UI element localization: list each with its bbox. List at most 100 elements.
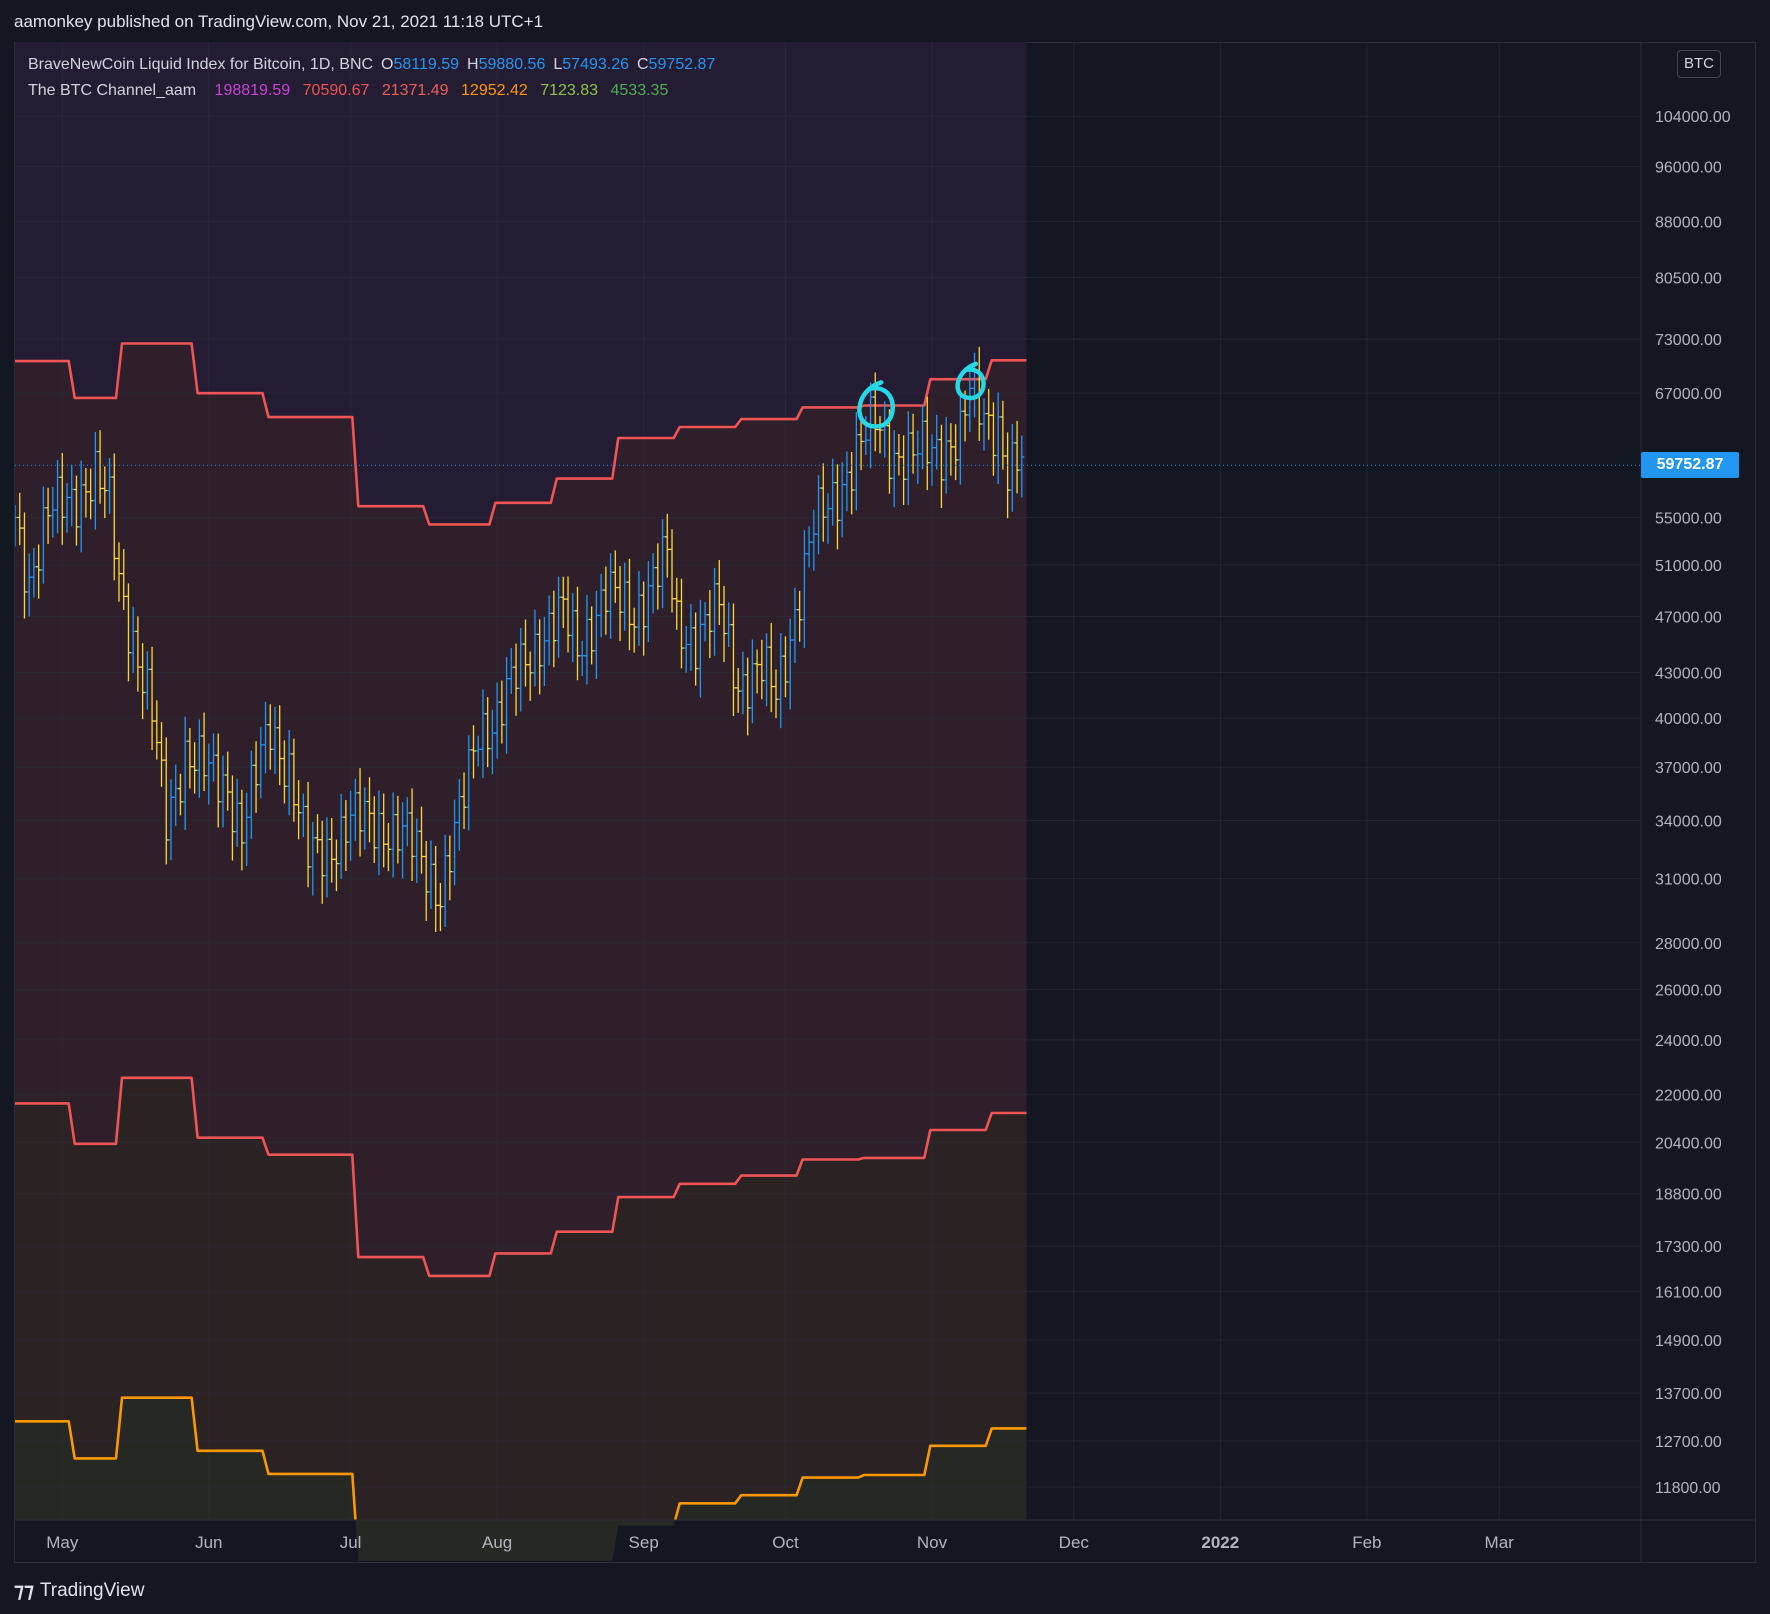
ohlc-bar bbox=[645, 561, 651, 643]
indicator-value: 4533.35 bbox=[610, 82, 669, 99]
price-tick-label: 47000.00 bbox=[1655, 610, 1722, 627]
ohlc-bar bbox=[570, 592, 576, 663]
ohlc-bar bbox=[159, 722, 165, 787]
ohlc-bar bbox=[929, 434, 935, 486]
channel-lines-layer bbox=[15, 342, 1027, 1520]
ohlc-bar bbox=[655, 543, 661, 610]
ohlc-bar bbox=[248, 750, 254, 840]
tradingview-logo[interactable]: ⁊⁊ TradingView bbox=[14, 1578, 144, 1603]
ohlc-bar bbox=[778, 633, 784, 729]
publish-info: aamonkey published on TradingView.com, N… bbox=[14, 12, 544, 31]
ohlc-bar bbox=[612, 550, 618, 603]
time-tick-label: Mar bbox=[1485, 1533, 1515, 1552]
ohlc-bar bbox=[740, 651, 746, 715]
ohlc-bar bbox=[149, 646, 155, 751]
price-tick-label: 96000.00 bbox=[1655, 160, 1722, 177]
ohlc-bar bbox=[664, 513, 670, 578]
price-tick-label: 43000.00 bbox=[1655, 666, 1722, 683]
ohlc-bar bbox=[730, 603, 736, 717]
price-tick-label: 80500.00 bbox=[1655, 271, 1722, 288]
ohlc-bar bbox=[759, 639, 765, 700]
ohlc-bar bbox=[811, 509, 817, 571]
ohlc-bar bbox=[768, 622, 774, 713]
time-tick-label: Aug bbox=[482, 1533, 512, 1552]
ohlc-bar bbox=[626, 558, 632, 651]
ohlc-bar bbox=[924, 396, 930, 491]
ohlc-bar bbox=[130, 606, 136, 674]
ohlc-bar bbox=[546, 595, 552, 666]
ohlc-bar bbox=[1009, 423, 1015, 512]
ohlc-bar bbox=[589, 606, 595, 665]
ohlc-bar bbox=[683, 626, 689, 673]
ohlc-bar bbox=[163, 737, 169, 865]
ohlc-bar bbox=[726, 602, 732, 648]
channel-fill-middle bbox=[15, 1077, 1027, 1520]
ohlc-bar bbox=[315, 814, 321, 854]
ohlc-bar bbox=[300, 793, 306, 838]
chart-legend: BraveNewCoin Liquid Index for Bitcoin, 1… bbox=[28, 52, 723, 104]
ohlc-bar bbox=[352, 778, 358, 841]
price-tick-label: 13700.00 bbox=[1655, 1386, 1722, 1403]
footer-bar bbox=[0, 1565, 1770, 1614]
ohlc-bar bbox=[324, 817, 330, 898]
ohlc-bar bbox=[343, 800, 349, 871]
ohlc-bar bbox=[437, 882, 443, 932]
ohlc-bar bbox=[527, 651, 533, 701]
ohlc-bar bbox=[220, 755, 226, 828]
ohlc-bar bbox=[73, 475, 79, 546]
ohlc-bar bbox=[329, 818, 335, 883]
ohlc-bar bbox=[338, 793, 344, 879]
ohlc-bar bbox=[745, 657, 751, 736]
indicator-legend-row: The BTC Channel_aam 198819.59 70590.67 2… bbox=[28, 78, 723, 104]
ohlc-bar bbox=[229, 775, 235, 861]
indicator-value: 70590.67 bbox=[302, 82, 370, 99]
brand-name: TradingView bbox=[39, 1579, 145, 1601]
ohlc-bar bbox=[319, 820, 325, 904]
ohlc-bar bbox=[21, 512, 27, 619]
ohlc-bar bbox=[225, 751, 231, 811]
ohlc-bar bbox=[456, 779, 462, 851]
ohlc-bar bbox=[598, 573, 604, 638]
ohlc-bar bbox=[239, 789, 245, 871]
price-tick-label: 34000.00 bbox=[1655, 813, 1722, 830]
ohlc-bar bbox=[541, 616, 547, 687]
ohlc-bar bbox=[953, 424, 959, 481]
ohlc-bar bbox=[915, 430, 921, 484]
ohlc-bar bbox=[693, 612, 699, 686]
price-tick-label: 55000.00 bbox=[1655, 511, 1722, 528]
ohlc-bar bbox=[291, 738, 297, 822]
ohlc-bar bbox=[461, 772, 467, 830]
time-tick-label: Dec bbox=[1059, 1533, 1090, 1552]
ohlc-bar bbox=[820, 463, 826, 542]
ohlc-bar bbox=[196, 719, 202, 798]
ohlc-bar bbox=[513, 643, 519, 716]
ohlc-bar bbox=[593, 590, 599, 680]
ohlc-bar bbox=[192, 742, 198, 794]
ohlc-bar bbox=[735, 667, 741, 713]
ohlc-bar bbox=[716, 560, 722, 625]
ohlc-bar bbox=[452, 799, 458, 886]
currency-badge[interactable]: BTC bbox=[1677, 50, 1721, 78]
ohlc-bar bbox=[532, 609, 538, 687]
ohlc-bar bbox=[494, 682, 500, 759]
close-value: 59752.87 bbox=[648, 56, 716, 73]
ohlc-bar bbox=[206, 743, 212, 805]
ohlc-bar bbox=[253, 741, 259, 813]
ohlc-bar bbox=[419, 806, 424, 874]
ohlc-bar bbox=[518, 627, 524, 712]
ohlc-bar bbox=[400, 802, 406, 879]
ohlc-bar bbox=[957, 390, 963, 485]
ohlc-bar bbox=[489, 709, 495, 775]
price-tick-label: 28000.00 bbox=[1655, 936, 1722, 953]
ohlc-bar bbox=[773, 669, 779, 719]
close-label: C bbox=[636, 56, 649, 73]
price-tick-label: 14900.00 bbox=[1655, 1333, 1722, 1350]
indicator-value: 21371.49 bbox=[381, 82, 449, 99]
ohlc-bar bbox=[905, 411, 911, 505]
ohlc-bar bbox=[806, 526, 812, 568]
ohlc-bar bbox=[896, 434, 902, 476]
ohlc-bar bbox=[754, 649, 760, 694]
ohlc-bar bbox=[1019, 435, 1025, 498]
ohlc-bar bbox=[286, 729, 292, 816]
